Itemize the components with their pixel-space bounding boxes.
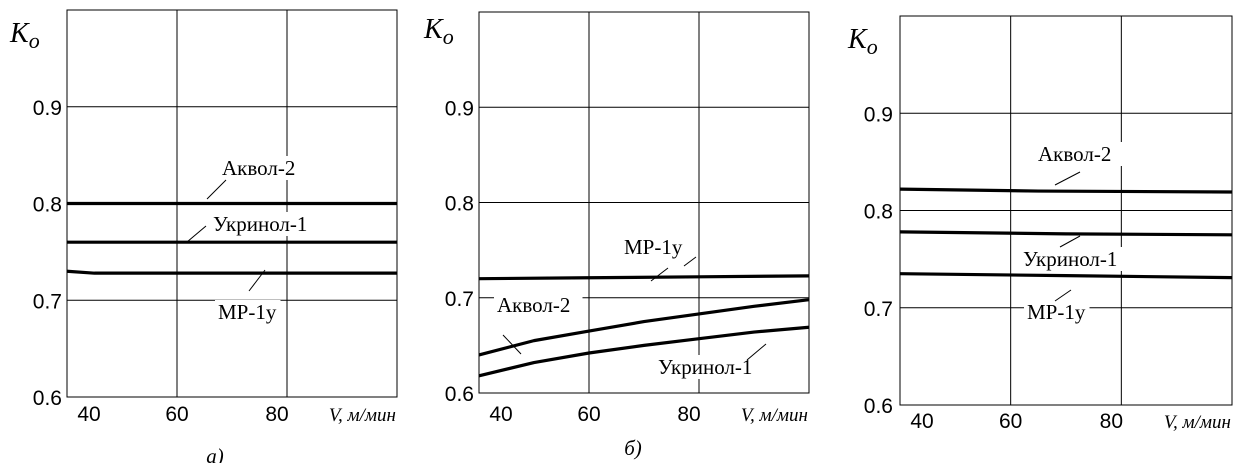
y-tick-label: 0.6 — [33, 387, 62, 410]
x-axis-label: V, м/мин — [741, 405, 808, 426]
x-tick-label: 60 — [165, 403, 188, 426]
series-label: МР-1у — [218, 300, 277, 324]
series-label-bg — [219, 156, 308, 180]
y-tick-label: 0.9 — [445, 97, 474, 120]
series-line-2 — [478, 298, 810, 357]
x-tick-label: 40 — [77, 403, 100, 426]
leader-line — [746, 343, 767, 361]
chart-panel-2: 0.6 0.7 0.8 0.9 40 60 80 V, м/мин Ko МР-1у Аквол-2… — [423, 11, 810, 460]
x-tick-label: 60 — [577, 403, 600, 426]
series-line-1 — [478, 274, 810, 281]
x-axis-label: V, м/мин — [329, 405, 396, 426]
y-axis-label: Ko — [847, 24, 878, 59]
x-tick-label: 80 — [1100, 410, 1123, 433]
leader-line — [1059, 235, 1081, 248]
y-axis-label: Ko — [9, 18, 40, 53]
x-tick-label: 40 — [910, 410, 933, 433]
x-tick-label: 80 — [265, 403, 288, 426]
series-label-bg — [215, 300, 281, 324]
x-axis-label: V, м/мин — [1164, 412, 1231, 433]
leader-line — [683, 256, 697, 267]
x-tick-label: 40 — [489, 403, 512, 426]
series-label: МР-1у — [624, 235, 683, 259]
panel-caption: а) — [206, 444, 224, 463]
y-tick-label: 0.6 — [445, 383, 474, 406]
y-tick-label: 0.9 — [864, 103, 893, 126]
chart-panel-3: 0.6 0.7 0.8 0.9 40 60 80 V, м/мин Ko Аквол-2 Укрин… — [847, 15, 1233, 433]
series-label: Аквол-2 — [1038, 142, 1111, 166]
series-line-3 — [899, 272, 1233, 280]
series-line-3 — [66, 269, 397, 275]
y-axis-label-main: K — [423, 14, 444, 45]
series-line-2 — [899, 230, 1233, 237]
leader-line — [502, 334, 522, 355]
y-tick-label: 0.7 — [445, 288, 474, 311]
leader-line — [1054, 289, 1072, 302]
leader-line — [248, 269, 266, 292]
series-line-3 — [478, 325, 810, 378]
leader-line — [186, 225, 207, 243]
series-label-bg — [494, 293, 583, 317]
y-tick-label: 0.7 — [864, 298, 893, 321]
y-axis-label-sub: o — [867, 34, 878, 59]
series-label-bg — [1035, 142, 1124, 166]
series-label-bg — [621, 235, 687, 259]
series-label-bg — [210, 212, 322, 236]
series-label: Укринол-1 — [658, 355, 752, 379]
leader-line — [206, 179, 227, 200]
y-tick-label: 0.8 — [33, 194, 62, 217]
y-tick-label: 0.6 — [864, 395, 893, 418]
y-axis-label: Ko — [423, 14, 454, 49]
series-label: Укринол-1 — [213, 212, 307, 236]
y-axis-label-main: K — [9, 18, 30, 49]
series-label-bg — [1024, 300, 1090, 324]
leader-line — [1054, 171, 1081, 186]
x-tick-label: 80 — [677, 403, 700, 426]
y-tick-label: 0.8 — [445, 193, 474, 216]
series-label: Укринол-1 — [1023, 247, 1117, 271]
series-label-bg — [1020, 247, 1132, 271]
series-label: Аквол-2 — [497, 293, 570, 317]
y-axis-label-sub: o — [29, 28, 40, 53]
series-label: Аквол-2 — [222, 156, 295, 180]
x-tick-label: 60 — [999, 410, 1022, 433]
chart-panel-1: 0.6 0.7 0.8 0.9 40 60 80 V, м/мин Ko Аквол-2 Укрин… — [9, 9, 398, 463]
leader-line — [650, 267, 669, 282]
y-tick-label: 0.8 — [864, 201, 893, 224]
panel-caption: б) — [624, 436, 642, 460]
series-line-1 — [899, 187, 1233, 194]
series-label: МР-1у — [1027, 300, 1086, 324]
y-tick-label: 0.9 — [33, 97, 62, 120]
y-tick-label: 0.7 — [33, 290, 62, 313]
y-axis-label-sub: o — [443, 24, 454, 49]
y-axis-label-main: K — [847, 24, 868, 55]
